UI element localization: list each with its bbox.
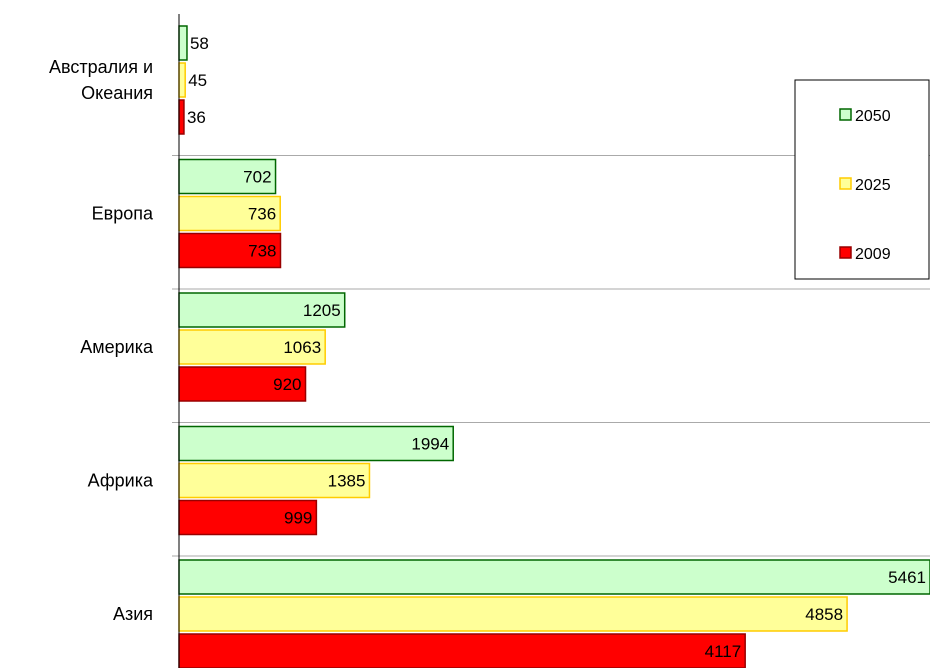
legend-swatch-2009	[839, 246, 852, 259]
bar-2009-2	[178, 366, 307, 402]
legend-label-2050: 2050	[855, 108, 891, 125]
value-label-2009-4: 4117	[705, 642, 742, 661]
value-label-2009-0: 36	[187, 108, 206, 127]
category-labels: Австралия и Океания Европа Америка Африка Ази…	[49, 57, 154, 624]
category-label-2: Америка	[80, 337, 154, 357]
legend-label-2009: 2009	[855, 246, 891, 263]
value-label-2050-2: 1205	[303, 301, 341, 320]
value-label-2009-2: 920	[273, 375, 301, 394]
value-label-2050-0: 58	[190, 34, 209, 53]
bar-2050-2	[178, 292, 346, 328]
category-label-1: Европа	[92, 204, 154, 224]
value-label-2025-2: 1063	[283, 338, 321, 357]
bars	[178, 25, 930, 668]
value-label-2050-1: 702	[243, 168, 271, 187]
bar-2050-4	[178, 559, 930, 595]
bar-2009-4	[178, 633, 746, 668]
value-label-2050-4: 5461	[888, 568, 926, 587]
category-label-4: Азия	[113, 604, 153, 624]
bar-2009-1	[178, 232, 282, 269]
value-label-2009-1: 738	[248, 242, 276, 261]
legend-swatch-2050	[839, 108, 852, 121]
value-labels: 58 45 36 702 736 738 1205 1063 920 1994 1385 999 546…	[187, 34, 926, 661]
bar-2025-2	[178, 329, 326, 365]
value-label-2025-3: 1385	[328, 472, 366, 491]
category-label-0: Океания	[81, 83, 153, 103]
legend-label-2025: 2025	[855, 177, 891, 194]
bar-2050-3	[178, 425, 454, 462]
value-label-2009-3: 999	[284, 509, 312, 528]
value-label-2050-3: 1994	[411, 435, 449, 454]
bar-2025-4	[178, 596, 848, 632]
category-label-0: Австралия и	[49, 57, 153, 77]
value-label-2025-4: 4858	[805, 605, 843, 624]
legend: 2050 2025 2009	[794, 79, 930, 280]
legend-swatch-2025	[839, 177, 852, 190]
value-label-2025-1: 736	[248, 205, 276, 224]
bar-2050-0	[178, 25, 188, 61]
bar-2009-0	[178, 99, 185, 135]
bar-2050-1	[178, 158, 277, 195]
legend-box	[794, 79, 930, 280]
bar-2025-0	[178, 62, 186, 98]
category-label-3: Африка	[88, 471, 154, 491]
value-label-2025-0: 45	[188, 71, 207, 90]
bar-2025-3	[178, 462, 371, 499]
